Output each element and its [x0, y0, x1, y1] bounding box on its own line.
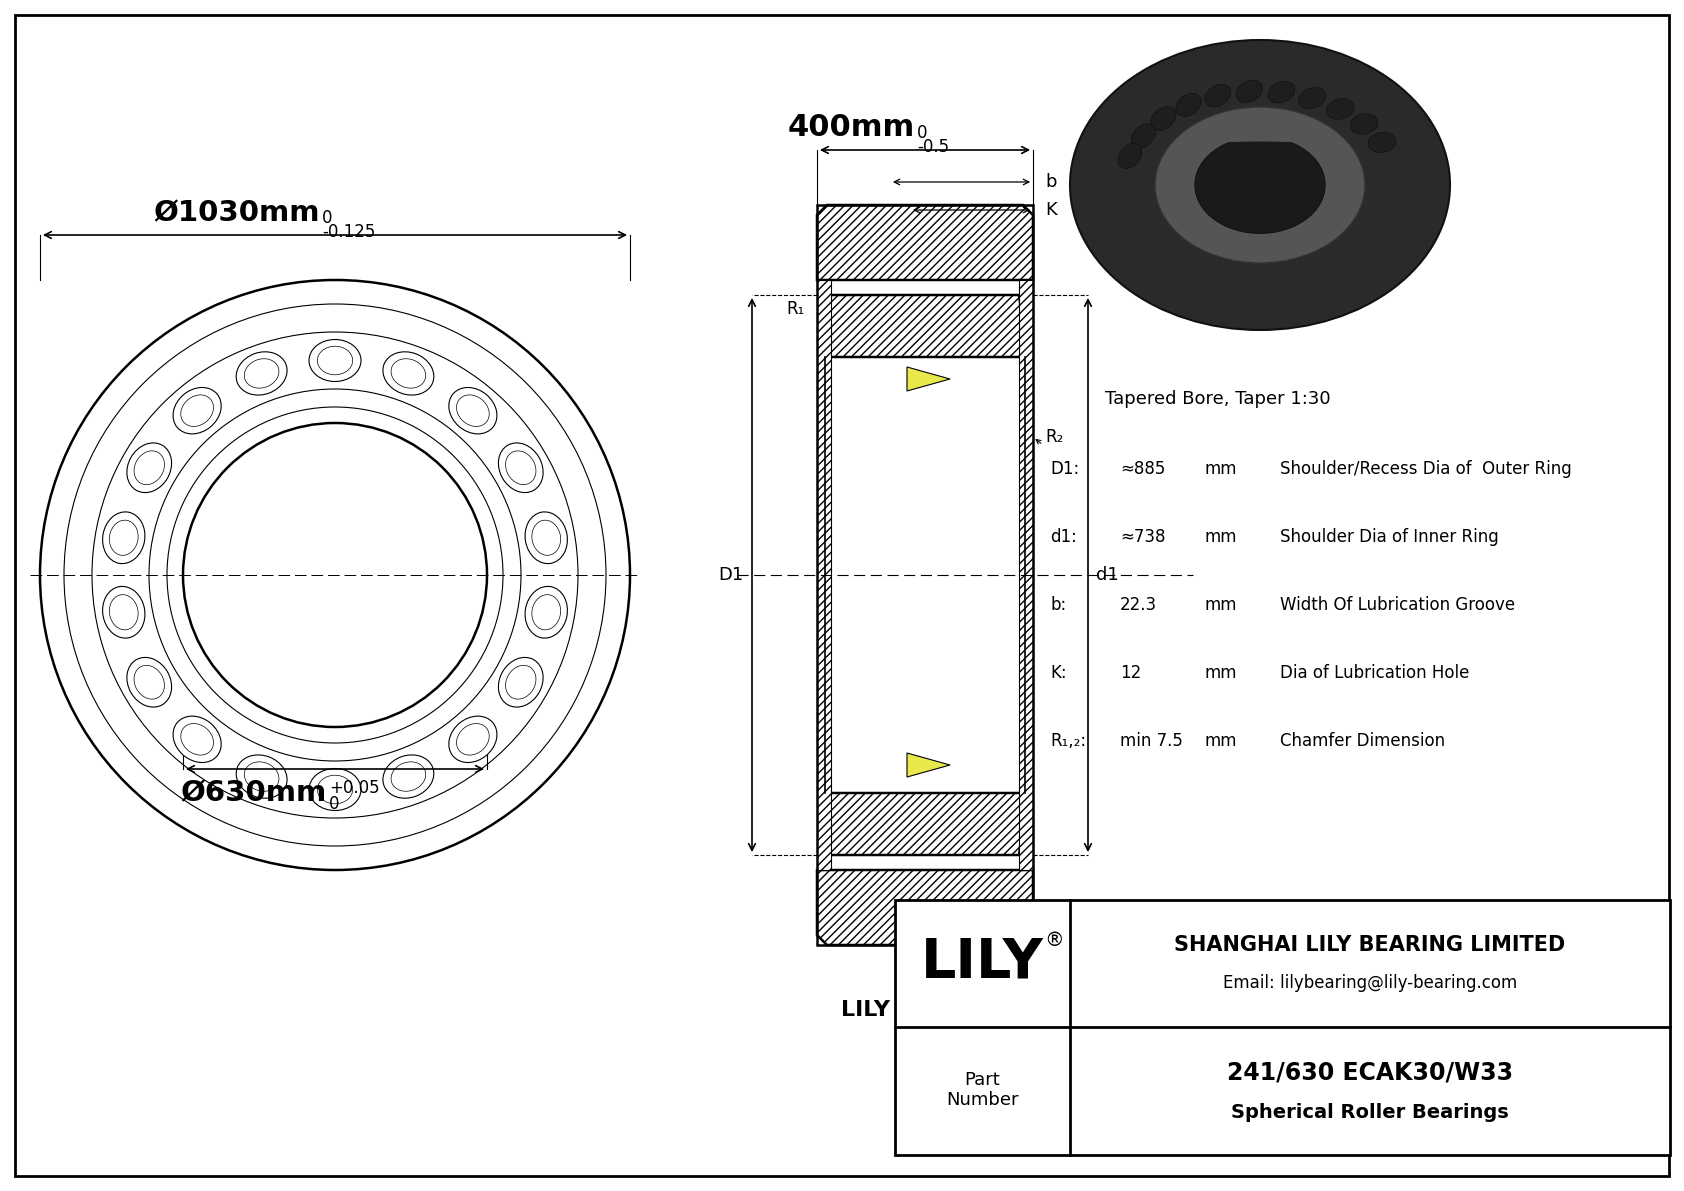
- Text: ≈738: ≈738: [1120, 528, 1165, 545]
- Ellipse shape: [1236, 80, 1263, 102]
- Ellipse shape: [1367, 132, 1396, 152]
- Polygon shape: [823, 793, 1027, 855]
- Text: mm: mm: [1206, 528, 1238, 545]
- Ellipse shape: [1204, 85, 1231, 107]
- Ellipse shape: [1155, 107, 1366, 263]
- Text: mm: mm: [1206, 460, 1238, 478]
- Ellipse shape: [1298, 88, 1325, 108]
- Text: LILY BEARING: LILY BEARING: [840, 1000, 1009, 1019]
- Text: R₂: R₂: [1046, 428, 1063, 445]
- Ellipse shape: [126, 443, 172, 493]
- Text: LILY: LILY: [921, 936, 1044, 990]
- Ellipse shape: [1351, 114, 1378, 135]
- Polygon shape: [908, 753, 950, 777]
- Ellipse shape: [1118, 144, 1142, 168]
- Ellipse shape: [382, 351, 434, 395]
- Ellipse shape: [498, 657, 544, 707]
- Text: Shoulder Dia of Inner Ring: Shoulder Dia of Inner Ring: [1280, 528, 1499, 545]
- Ellipse shape: [450, 716, 497, 762]
- Polygon shape: [908, 367, 950, 391]
- Bar: [894, 900, 1671, 1155]
- Ellipse shape: [236, 351, 286, 395]
- Text: b: b: [1046, 173, 1056, 191]
- Polygon shape: [817, 205, 1032, 280]
- Ellipse shape: [173, 387, 221, 434]
- Ellipse shape: [1196, 137, 1325, 233]
- Ellipse shape: [236, 755, 286, 798]
- Text: Part
Number: Part Number: [946, 1071, 1019, 1109]
- Text: mm: mm: [1206, 596, 1238, 615]
- Text: 241/630 ECAK30/W33: 241/630 ECAK30/W33: [1228, 1060, 1512, 1084]
- Text: 400mm: 400mm: [788, 113, 914, 142]
- Ellipse shape: [308, 768, 360, 811]
- Ellipse shape: [173, 716, 221, 762]
- Text: mm: mm: [1206, 732, 1238, 750]
- Bar: [817, 280, 830, 869]
- Ellipse shape: [450, 387, 497, 434]
- Text: -0.5: -0.5: [918, 138, 950, 156]
- Text: min 7.5: min 7.5: [1120, 732, 1182, 750]
- Text: ®: ®: [1044, 931, 1064, 950]
- Ellipse shape: [1175, 93, 1201, 117]
- Ellipse shape: [103, 586, 145, 638]
- Text: R₁: R₁: [786, 300, 805, 318]
- Text: b:: b:: [1051, 596, 1066, 615]
- Text: ≈885: ≈885: [1120, 460, 1165, 478]
- Ellipse shape: [1327, 99, 1354, 119]
- Text: Spherical Roller Bearings: Spherical Roller Bearings: [1231, 1103, 1509, 1122]
- Text: 22.3: 22.3: [1120, 596, 1157, 615]
- Ellipse shape: [525, 586, 568, 638]
- Text: Dia of Lubrication Hole: Dia of Lubrication Hole: [1280, 665, 1470, 682]
- Text: SHANGHAI LILY BEARING LIMITED: SHANGHAI LILY BEARING LIMITED: [1174, 935, 1566, 955]
- Ellipse shape: [126, 657, 172, 707]
- Text: d1:: d1:: [1051, 528, 1076, 545]
- Ellipse shape: [1150, 107, 1175, 130]
- Text: +0.05: +0.05: [328, 779, 379, 797]
- Ellipse shape: [103, 512, 145, 563]
- Polygon shape: [823, 295, 1027, 357]
- Ellipse shape: [382, 755, 434, 798]
- Text: mm: mm: [1206, 665, 1238, 682]
- Text: Width Of Lubrication Groove: Width Of Lubrication Groove: [1280, 596, 1516, 615]
- Text: 0: 0: [328, 796, 340, 813]
- Polygon shape: [817, 869, 1032, 944]
- Text: D1:: D1:: [1051, 460, 1079, 478]
- Text: -0.125: -0.125: [322, 223, 376, 241]
- Text: K:: K:: [1051, 665, 1066, 682]
- Ellipse shape: [1069, 40, 1450, 330]
- Bar: [1019, 280, 1032, 869]
- Text: Ø630mm: Ø630mm: [180, 779, 327, 807]
- Bar: [817, 205, 1032, 944]
- Text: D1: D1: [719, 566, 744, 584]
- Text: 0: 0: [322, 208, 332, 227]
- Text: d1: d1: [1096, 566, 1118, 584]
- Ellipse shape: [498, 443, 544, 493]
- Text: Shoulder/Recess Dia of  Outer Ring: Shoulder/Recess Dia of Outer Ring: [1280, 460, 1571, 478]
- Text: Chamfer Dimension: Chamfer Dimension: [1280, 732, 1445, 750]
- Text: Tapered Bore, Taper 1:30: Tapered Bore, Taper 1:30: [1105, 389, 1330, 409]
- Ellipse shape: [1268, 81, 1295, 102]
- Text: R₁,₂:: R₁,₂:: [1051, 732, 1086, 750]
- Ellipse shape: [1132, 124, 1155, 148]
- Text: Ø1030mm: Ø1030mm: [153, 199, 320, 227]
- Text: K: K: [1046, 201, 1058, 219]
- Ellipse shape: [308, 339, 360, 381]
- Circle shape: [184, 423, 487, 727]
- Text: 0: 0: [918, 124, 928, 142]
- Ellipse shape: [525, 512, 568, 563]
- Text: 12: 12: [1120, 665, 1142, 682]
- Text: Email: lilybearing@lily-bearing.com: Email: lilybearing@lily-bearing.com: [1223, 974, 1517, 992]
